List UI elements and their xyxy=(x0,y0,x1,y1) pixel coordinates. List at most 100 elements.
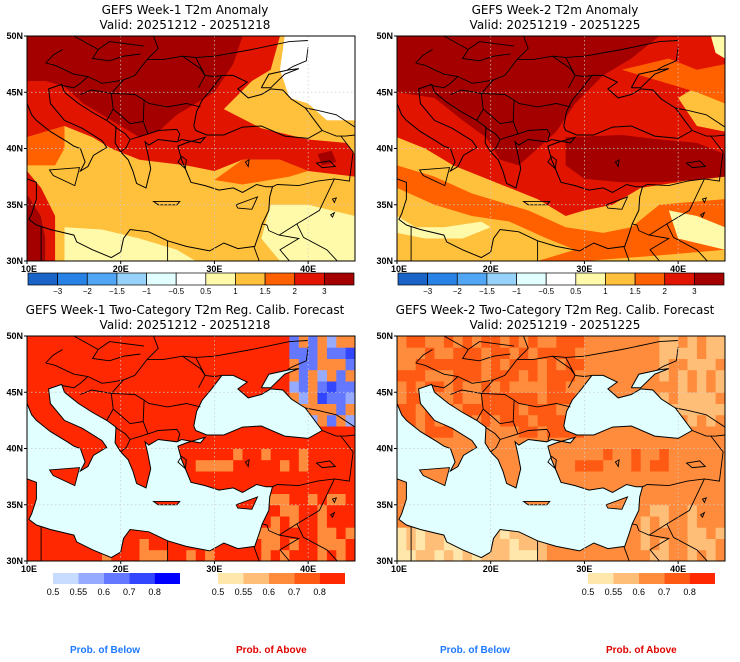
probability-cell xyxy=(509,471,520,483)
island-fill xyxy=(606,496,628,510)
probability-cell xyxy=(298,369,309,382)
probability-cell xyxy=(509,392,520,404)
probability-cell xyxy=(242,471,253,483)
probability-cell xyxy=(242,381,253,393)
probability-cell xyxy=(443,369,454,382)
island-outline xyxy=(48,167,81,187)
probability-cell xyxy=(336,471,347,483)
probability-cell xyxy=(687,482,698,494)
probability-cell xyxy=(640,471,651,483)
probability-cell xyxy=(715,358,725,371)
probability-cell xyxy=(556,471,567,483)
probability-cell xyxy=(528,538,538,551)
legend-title-below-week1: Prob. of Below xyxy=(70,645,140,656)
probability-cell xyxy=(575,358,585,371)
probability-cell xyxy=(233,549,243,561)
probability-cell xyxy=(345,538,355,551)
probability-cell xyxy=(565,347,576,359)
probability-cell xyxy=(443,347,454,359)
country-border xyxy=(129,433,149,440)
probability-cell xyxy=(251,369,262,382)
probability-cell xyxy=(706,549,717,561)
colorbar-label: 0.5 xyxy=(200,287,212,296)
colorbar-label: 1 xyxy=(603,287,608,296)
probability-cell xyxy=(509,448,520,461)
probability-cell xyxy=(650,538,660,551)
probability-cell xyxy=(270,437,281,449)
y-tick-label: 35N xyxy=(376,500,393,510)
probability-cell xyxy=(434,336,445,348)
country-border xyxy=(129,133,149,140)
probability-cell xyxy=(518,381,529,393)
probability-cell xyxy=(336,538,347,551)
probability-cell xyxy=(92,336,103,348)
probability-cell xyxy=(687,336,698,348)
probability-cell xyxy=(186,448,197,461)
probability-cell xyxy=(640,504,651,517)
probability-cell xyxy=(120,347,131,359)
country-border xyxy=(381,483,392,561)
probability-cell xyxy=(64,538,75,551)
probability-cell xyxy=(612,347,623,359)
y-tick-label: 45N xyxy=(6,387,23,397)
probability-cell xyxy=(668,459,679,472)
probability-cell xyxy=(92,369,103,382)
probability-cell xyxy=(584,471,595,483)
probability-cell xyxy=(500,459,510,472)
country-border xyxy=(431,76,459,89)
island-outline xyxy=(701,497,708,504)
probability-cell xyxy=(242,336,253,348)
map-week1-probability: 10E 20E 30E 40E 30N 35N 40N 45N 50N 0.5 0.55 0.6 0.7… xyxy=(6,331,356,597)
probability-cell xyxy=(706,493,717,506)
probability-cell xyxy=(584,336,595,348)
probability-cell xyxy=(678,493,688,506)
probability-cell xyxy=(546,381,557,393)
probability-cell xyxy=(415,347,426,359)
island-outline xyxy=(244,158,250,168)
probability-cell xyxy=(345,527,355,539)
probability-cell xyxy=(509,527,520,539)
probability-cell xyxy=(27,358,37,371)
probability-cell xyxy=(326,459,337,472)
probability-cell xyxy=(176,549,187,561)
colorbar-label: 1.5 xyxy=(630,287,642,296)
probability-cell xyxy=(453,392,463,404)
probability-cell xyxy=(270,493,281,506)
coastline xyxy=(27,383,274,559)
probability-cell xyxy=(92,549,103,561)
probability-cell xyxy=(176,347,187,359)
legend-above-label: 0.55 xyxy=(605,587,623,597)
probability-cell xyxy=(280,347,290,359)
legend-above-label: 0.6 xyxy=(263,587,276,597)
x-tick-label: 10E xyxy=(21,564,37,574)
probability-cell xyxy=(45,403,56,416)
probability-cell xyxy=(706,538,717,551)
country-border xyxy=(110,379,124,394)
probability-cell xyxy=(472,358,482,371)
probability-cell xyxy=(668,336,679,348)
anomaly-region xyxy=(27,171,56,261)
probability-cell xyxy=(406,403,417,416)
probability-cell xyxy=(176,381,187,393)
probability-cell xyxy=(706,516,717,528)
probability-cell xyxy=(317,381,328,393)
probability-cell xyxy=(546,426,557,438)
sea-mask xyxy=(27,384,273,558)
anomaly-region xyxy=(621,58,725,104)
probability-cell xyxy=(434,538,445,551)
probability-cell xyxy=(158,369,168,382)
probability-cell xyxy=(223,448,234,461)
probability-cell xyxy=(397,347,407,359)
probability-cell xyxy=(715,459,725,472)
colorbar-label: −1.5 xyxy=(479,287,495,296)
probability-cell xyxy=(397,381,407,393)
probability-cell xyxy=(139,538,150,551)
country-border xyxy=(443,336,515,351)
probability-cell xyxy=(565,448,576,461)
probability-cell xyxy=(640,358,651,371)
panel-week1-probability: GEFS Week-1 Two-Category T2m Reg. Calib.… xyxy=(0,300,370,600)
panel-week1-anomaly: GEFS Week-1 T2m Anomaly Valid: 20251212 … xyxy=(0,0,370,300)
probability-cell xyxy=(621,471,632,483)
colorbar-swatch xyxy=(57,272,88,286)
probability-cell xyxy=(139,426,150,438)
